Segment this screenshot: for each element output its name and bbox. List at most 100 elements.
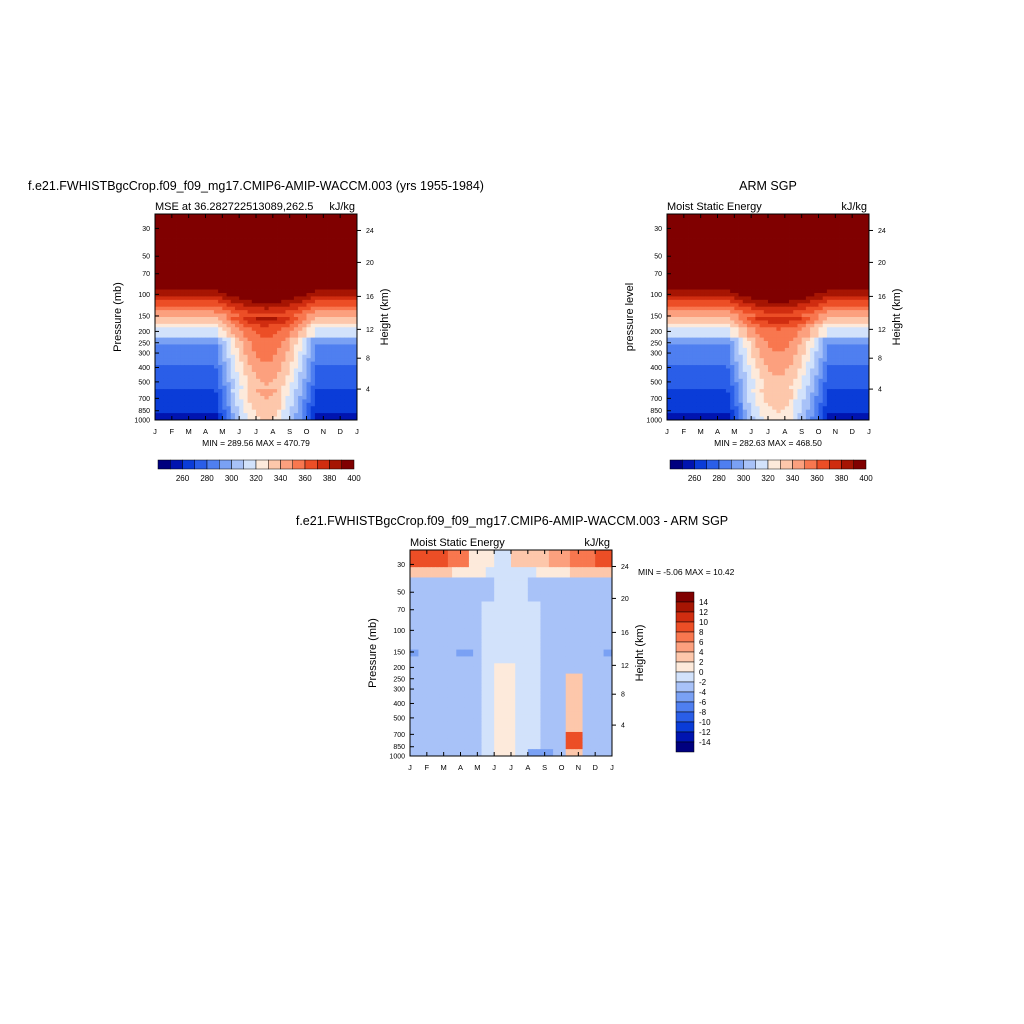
contour-cell [226,347,232,352]
contour-cell [759,279,765,284]
contour-cell [814,334,819,338]
contour-cell [285,368,291,373]
contour-cell [335,244,341,249]
contour-cell [755,268,760,273]
contour-cell [763,268,769,273]
contour-cell [768,330,773,335]
contour-cell [340,365,345,369]
contour-cell [226,375,232,380]
contour-cell [671,220,676,225]
contour-cell [302,286,307,290]
contour-cell [810,337,815,342]
contour-cell [751,248,756,253]
contour-cell [272,416,278,421]
contour-cell [814,220,819,225]
contour-cell [700,282,706,287]
contour-cell [192,262,198,266]
contour-cell [268,344,274,349]
contour-cell [281,395,286,400]
contour-cell [167,224,173,229]
contour-cell [738,227,744,232]
contour-cell [251,275,257,280]
contour-cell [176,275,181,280]
contour-cell [298,275,303,280]
contour-cell [222,241,227,246]
contour-cell [209,248,215,253]
contour-cell [239,334,244,338]
contour-cell [843,224,849,229]
contour-cell [167,354,173,359]
contour-cell [768,299,773,304]
contour-cell [293,395,299,400]
contour-cell [222,351,227,356]
contour-cell [352,361,358,366]
contour-cell [310,368,316,373]
contour-cell [755,217,760,222]
contour-cell [847,289,853,294]
contour-cell [205,275,211,280]
contour-cell [234,317,240,321]
contour-cell [746,354,752,359]
contour-cell [209,258,215,263]
contour-cell [209,406,215,411]
contour-cell [184,251,190,256]
contour-cell [167,392,173,397]
contour-cell [864,262,870,266]
contour-cell [243,248,248,253]
contour-cell [163,395,169,400]
contour-cell [843,238,849,242]
contour-cell [742,251,748,256]
contour-cell [797,262,803,266]
contour-cell [314,289,320,294]
contour-cell [671,241,676,246]
contour-cell [331,402,337,407]
contour-cell [176,255,181,260]
contour-cell [856,344,861,349]
contour-cell [352,238,358,242]
contour-cell [683,241,689,246]
contour-cell [319,334,324,338]
contour-cell [184,409,190,414]
contour-cell [293,389,299,393]
contour-cell [180,402,185,407]
contour-cell [755,248,760,253]
contour-cell [201,334,206,338]
contour-cell [327,275,333,280]
contour-cell [314,279,320,284]
contour-cell [272,310,278,314]
contour-cell [797,214,803,218]
contour-cell [847,272,853,277]
contour-cell [835,323,840,328]
contour-cell [159,262,164,266]
contour-cell [256,365,261,369]
contour-cell [176,382,181,387]
contour-cell [268,358,274,363]
contour-cell [780,224,786,229]
contour-cell [314,323,320,328]
contour-cell [188,344,194,349]
contour-cell [230,262,236,266]
contour-cell [171,244,177,249]
contour-cell [201,299,206,304]
contour-cell [801,299,807,304]
contour-cell [234,323,240,328]
contour-cell [277,268,282,273]
contour-cell [306,337,312,342]
contour-cell [696,241,702,246]
contour-cell [188,275,194,280]
contour-cell [725,323,731,328]
contour-cell [683,220,689,225]
contour-cell [831,344,836,349]
contour-cell [814,248,819,253]
contour-cell [725,268,731,273]
contour-cell [793,292,798,297]
contour-cell [251,337,257,342]
contour-cell [234,303,240,308]
contour-cell [302,406,307,411]
contour-cell [176,399,181,404]
contour-cell [218,361,223,366]
contour-cell [222,402,227,407]
contour-cell [293,289,299,294]
contour-cell [725,286,731,290]
contour-cell [818,248,824,253]
